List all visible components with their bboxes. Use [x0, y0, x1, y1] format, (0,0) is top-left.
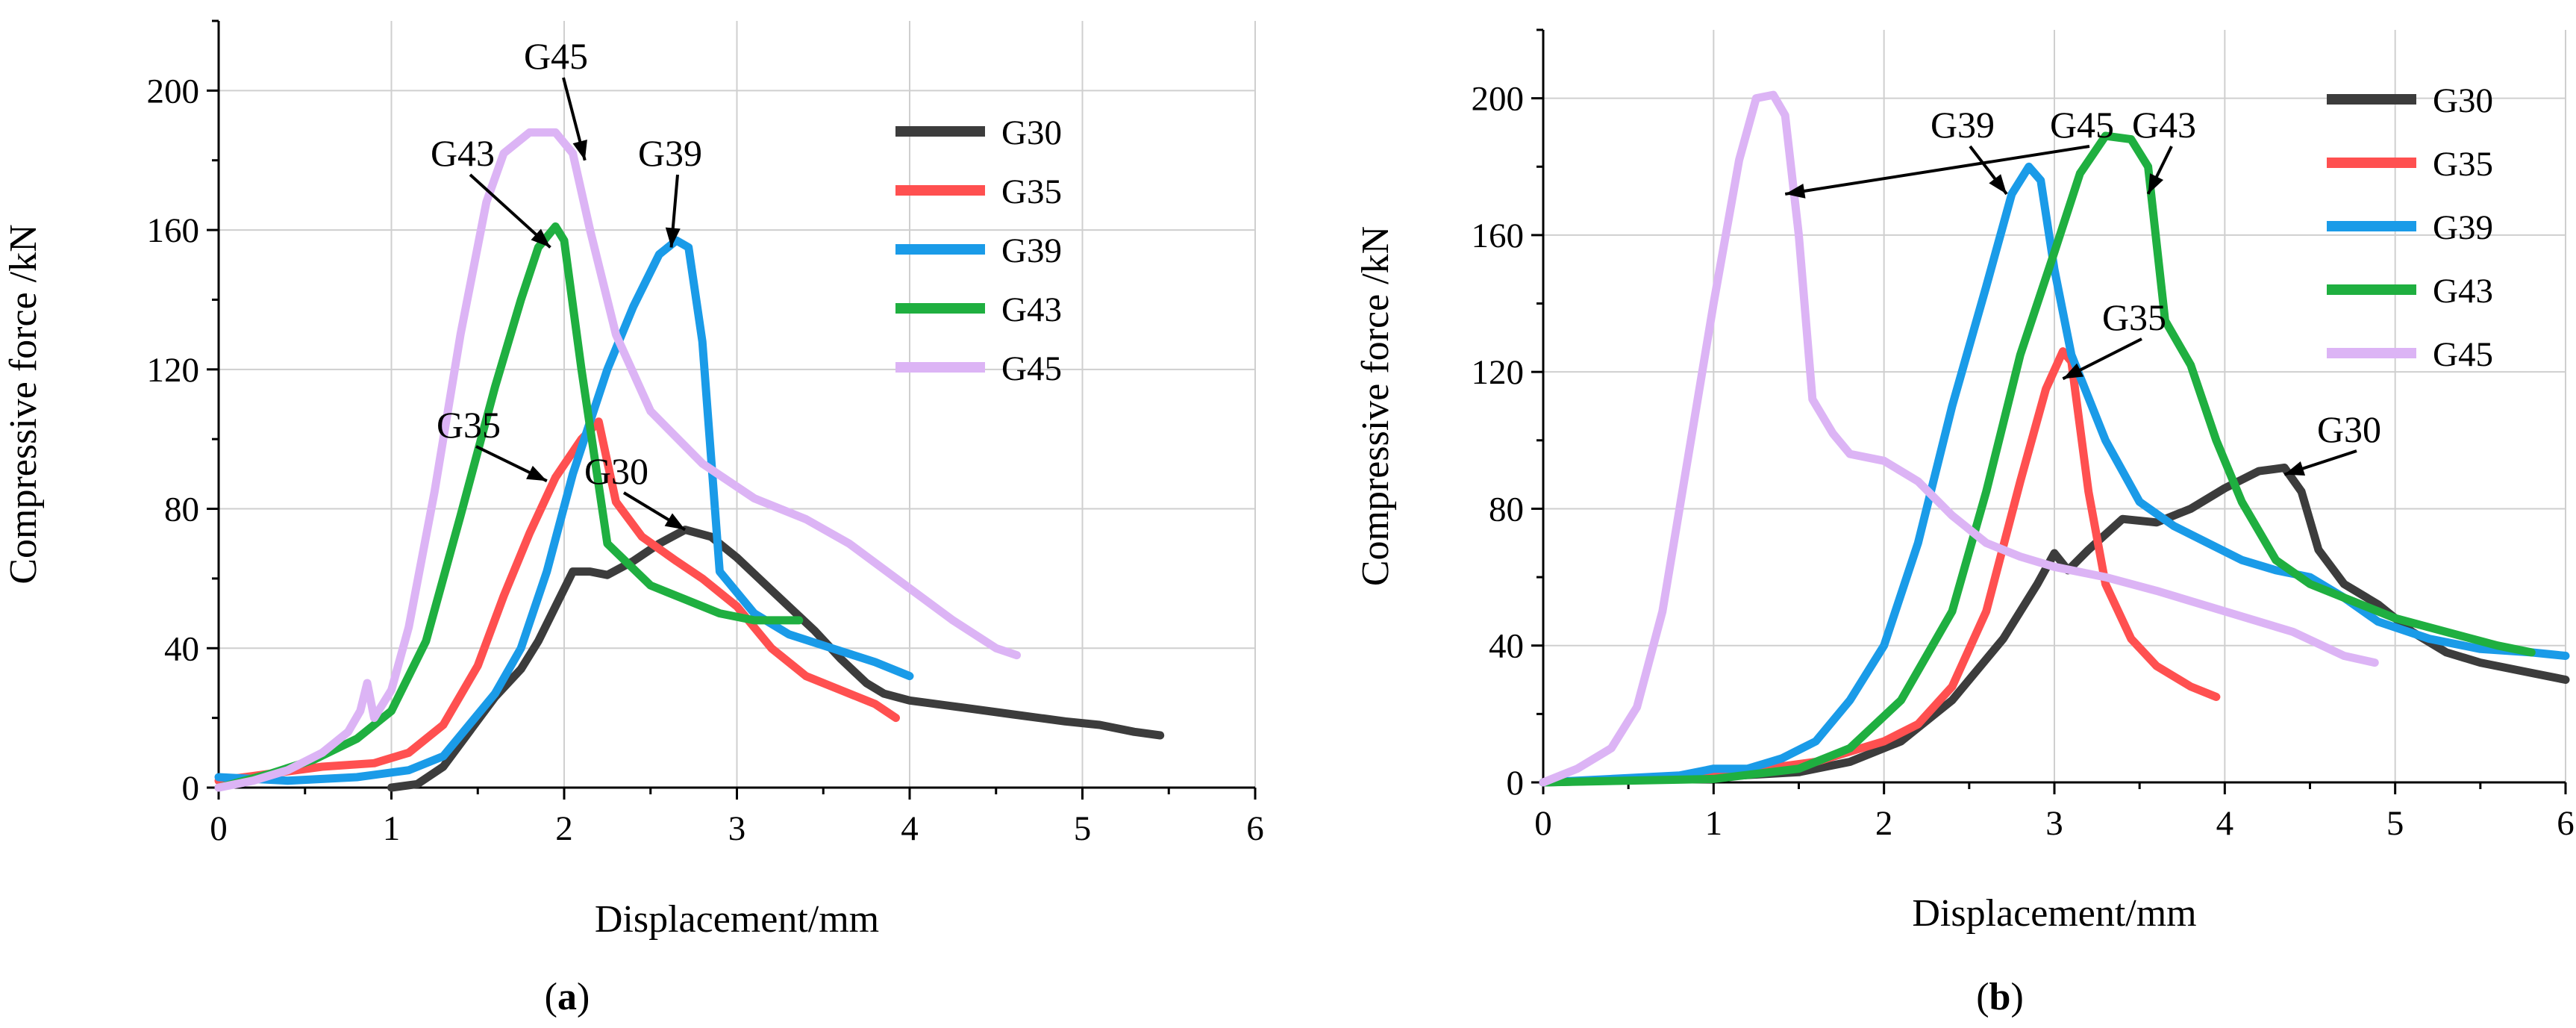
annotation-arrowhead [2063, 363, 2084, 379]
y-tick-label: 0 [1507, 764, 1525, 803]
x-tick-label: 2 [555, 809, 573, 848]
x-tick-label: 1 [1705, 804, 1723, 843]
x-tick-label: 1 [383, 809, 401, 848]
y-tick-label: 80 [1489, 490, 1524, 529]
annotation-arrowhead [665, 227, 681, 248]
series-line-g35 [1539, 347, 2221, 787]
y-tick-label: 40 [164, 629, 199, 668]
y-tick-label: 200 [147, 72, 200, 110]
y-axis-title: Compressive force /kN [1354, 226, 1397, 586]
x-tick-label: 4 [2216, 804, 2234, 843]
legend-label-g30: G30 [2433, 81, 2493, 120]
panel-label: (b) [1976, 976, 2024, 1018]
series-line-g43 [214, 222, 804, 792]
annotation-arrowhead [2284, 461, 2306, 476]
series-line-g30 [387, 526, 1165, 792]
x-tick-label: 0 [210, 809, 228, 848]
annotation-label-g39: G39 [638, 132, 702, 174]
x-tick-label: 6 [1246, 809, 1264, 848]
annotation-arrowhead [1785, 184, 1806, 199]
legend-label-g35: G35 [1001, 172, 1062, 211]
y-tick-label: 200 [1472, 80, 1525, 119]
legend-label-g45: G45 [2433, 335, 2493, 374]
series-line-g43 [1539, 131, 2536, 787]
annotation-label-g45: G45 [524, 35, 588, 77]
annotation-arrowhead [1989, 174, 2007, 194]
annotation-arrowhead [2148, 173, 2164, 194]
annotation-arrow-g45 [1784, 145, 2090, 196]
x-tick-label: 4 [901, 809, 919, 848]
x-tick-label: 3 [2045, 804, 2063, 843]
annotation-label-g35: G35 [437, 404, 501, 446]
annotation-arrowhead [572, 140, 587, 161]
y-tick-label: 0 [182, 769, 200, 808]
annotation-label-g43: G43 [2132, 104, 2196, 146]
series-line-g45 [1539, 90, 2379, 787]
y-tick-label: 40 [1489, 627, 1524, 666]
annotation-label-g30: G30 [584, 450, 648, 492]
x-axis-title: Displacement/mm [595, 898, 879, 941]
series-line-g45 [214, 128, 1021, 792]
x-tick-label: 2 [1875, 804, 1893, 843]
panel-b: 0 1 2 3 4 5 6 0 40 80 120 160 200 Displacement/mm Comp… [1354, 28, 2575, 1018]
annotation-arrowhead [664, 513, 686, 530]
y-tick-label: 120 [1472, 353, 1525, 392]
legend-label-g30: G30 [1001, 113, 1062, 152]
annotation-label-g35: G35 [2102, 296, 2166, 338]
y-tick-label: 160 [147, 211, 200, 250]
annotation-arrowhead [531, 228, 551, 248]
legend-label-g35: G35 [2433, 145, 2493, 184]
annotation-label-g30: G30 [2317, 408, 2381, 450]
y-tick-label: 80 [164, 490, 199, 529]
annotation-label-g45: G45 [2050, 104, 2114, 146]
annotation-label-g43: G43 [431, 132, 495, 174]
x-tick-label: 5 [2386, 804, 2404, 843]
x-tick-label: 0 [1534, 804, 1552, 843]
x-tick-label: 5 [1074, 809, 1092, 848]
annotation-label-g39: G39 [1931, 104, 1995, 146]
legend-label-g43: G43 [1001, 290, 1062, 329]
y-tick-label: 160 [1472, 216, 1525, 255]
legend-label-g43: G43 [2433, 272, 2493, 311]
panel-a: 0 1 2 3 4 5 6 0 40 80 120 160 200 Displacement/mm Comp… [2, 19, 1264, 1018]
annotation-arrowhead [526, 465, 547, 482]
legend-label-g45: G45 [1001, 349, 1062, 388]
x-tick-label: 3 [728, 809, 746, 848]
legend-label-g39: G39 [2433, 208, 2493, 247]
y-axis-title: Compressive force /kN [2, 224, 45, 584]
y-tick-label: 120 [147, 351, 200, 390]
x-tick-label: 6 [2557, 804, 2575, 843]
legend-label-g39: G39 [1001, 231, 1062, 270]
panel-label: (a) [545, 976, 590, 1018]
x-axis-title: Displacement/mm [1912, 892, 2196, 935]
